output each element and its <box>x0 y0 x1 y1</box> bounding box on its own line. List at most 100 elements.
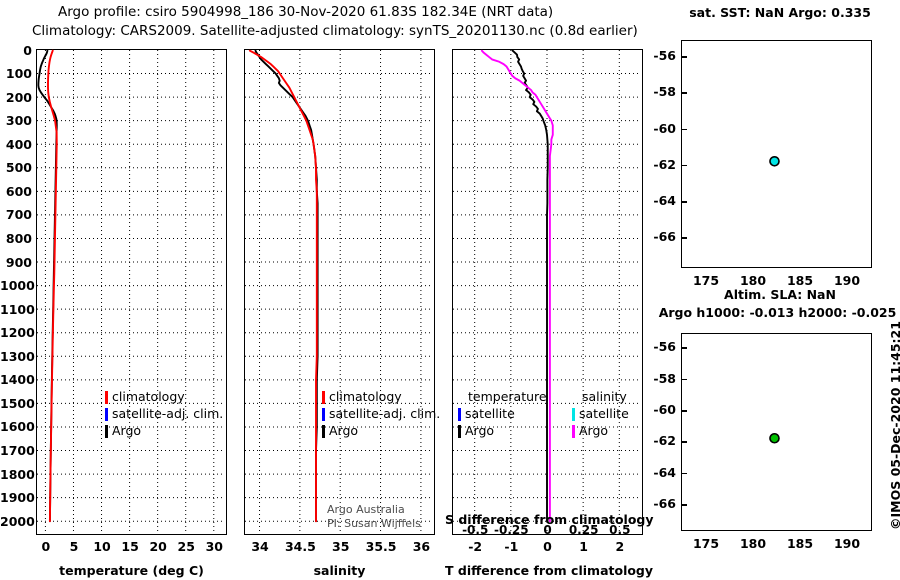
sla-map-ytick-2: -60 <box>653 401 676 417</box>
salinity-xtick-4: 36 <box>412 539 431 554</box>
temperature-legend-item-swatch-2 <box>105 425 108 438</box>
depth-tick-18: 1800 <box>0 466 35 482</box>
sst-map-ytickmark <box>681 237 687 240</box>
depth-tick-11: 1100 <box>0 301 35 317</box>
imos-watermark: ©IMOS 05-Dec-2020 11:45:21 <box>888 321 900 530</box>
sst-map-ytickmark <box>681 128 687 131</box>
sst-map-xtick-3: 190 <box>833 273 861 288</box>
depth-tick-4: 400 <box>5 136 32 152</box>
temperature-axis-label: temperature (deg C) <box>59 563 204 578</box>
sla-map-ytick-5: -66 <box>653 496 676 512</box>
salinity-axis-label: salinity <box>313 563 366 578</box>
plot-title-line2: Climatology: CARS2009. Satellite-adjuste… <box>32 23 638 39</box>
depth-tick-0: 0 <box>23 42 32 58</box>
sla-map-title: Altim. SLA: NaN <box>724 287 836 302</box>
temperature-xtick-5: 25 <box>177 539 195 554</box>
difference-salinity-tick-3: 0.25 <box>568 523 599 537</box>
credit-line1: Argo Australia <box>327 503 405 516</box>
difference-legend-swatch-1-0 <box>572 408 575 421</box>
difference-xtick-4: 2 <box>615 539 625 554</box>
temperature-legend-item-swatch-1 <box>105 408 108 421</box>
difference-bottom-axis-label: T difference from climatology <box>445 563 654 578</box>
sla-map-ytickmark <box>681 472 687 475</box>
sla-map-xtick-2: 185 <box>786 536 814 551</box>
difference-legend-label-0-0: satellite <box>465 406 515 421</box>
temperature-legend-item-label-0: climatology <box>112 389 185 404</box>
difference-legend-group-0: temperature <box>468 389 547 404</box>
difference-top-axis-label: S difference from climatology <box>445 512 654 527</box>
sla-map-ytickmark <box>681 347 687 349</box>
depth-tick-10: 1000 <box>0 278 35 294</box>
difference-legend-swatch-0-0 <box>458 408 461 421</box>
sst-map-ytick-3: -62 <box>653 156 676 172</box>
sla-map-ytick-4: -64 <box>653 464 676 480</box>
sst-map-xtick-2: 185 <box>786 273 814 288</box>
sla-map-ytickmark <box>681 504 687 506</box>
salinity-plot-area <box>245 49 433 533</box>
sla-map-ytick-3: -62 <box>653 433 676 449</box>
depth-tick-20: 2000 <box>0 513 35 529</box>
sla-map-ytickmark <box>681 441 687 444</box>
difference-salinity-tick-0: -0.5 <box>462 523 489 537</box>
depth-tick-3: 300 <box>5 113 32 129</box>
difference-legend-label-1-1: Argo <box>579 423 609 438</box>
difference-panel <box>452 49 643 535</box>
sla-map-ytickmark <box>681 378 687 381</box>
sla-map-xtick-1: 180 <box>739 536 767 551</box>
temperature-panel <box>36 49 227 535</box>
difference-plot-area <box>453 49 641 533</box>
depth-tick-12: 1200 <box>0 325 35 341</box>
temperature-xtick-0: 0 <box>41 539 51 554</box>
salinity-xtick-0: 34 <box>251 539 269 554</box>
sst-map-ytickmark <box>681 92 687 94</box>
sst-map-plot-area <box>769 156 780 167</box>
difference-xtick-0: -2 <box>468 539 483 554</box>
sst-map-ytick-5: -66 <box>653 229 676 245</box>
temperature-xtick-6: 30 <box>205 539 223 554</box>
difference-xtick-2: 0 <box>543 539 552 554</box>
salinity-legend-item-swatch-1 <box>322 408 325 421</box>
salinity-xtick-2: 35 <box>332 539 350 554</box>
temperature-xtick-2: 10 <box>93 539 111 554</box>
sst-map-ytick-4: -64 <box>653 193 676 209</box>
temperature-legend-item-swatch-0 <box>105 391 108 404</box>
credit-line2: PI: Susan Wijffels <box>327 517 421 530</box>
sla-map-ytick-0: -56 <box>653 339 676 355</box>
sst-map-ytick-0: -56 <box>653 48 676 64</box>
depth-tick-6: 600 <box>5 183 32 199</box>
depth-tick-14: 1400 <box>0 372 35 388</box>
sla-map-xtick-3: 190 <box>833 536 861 551</box>
difference-legend-group-1: salinity <box>582 389 627 404</box>
depth-tick-15: 1500 <box>0 395 35 411</box>
salinity-xtick-3: 35.5 <box>365 539 397 554</box>
depth-tick-16: 1600 <box>0 419 35 435</box>
salinity-xtick-1: 34.5 <box>284 539 316 554</box>
difference-legend-label-1-0: satellite <box>579 406 629 421</box>
sst-map-xtick-1: 180 <box>739 273 767 288</box>
temperature-plot-area <box>37 49 225 533</box>
salinity-legend-item-label-1: satellite-adj. clim. <box>329 406 441 421</box>
sst-map-ytick-1: -58 <box>653 84 676 100</box>
difference-legend-swatch-0-1 <box>458 425 461 438</box>
temperature-legend-item-label-2: Argo <box>112 423 142 438</box>
depth-tick-8: 800 <box>5 230 32 246</box>
sla-map-panel <box>681 333 872 531</box>
difference-legend-label-0-1: Argo <box>465 423 495 438</box>
salinity-panel <box>244 49 435 535</box>
difference-xtick-1: -1 <box>504 539 519 554</box>
difference-salinity-tick-4: 0.5 <box>609 523 631 537</box>
depth-tick-19: 1900 <box>0 490 35 506</box>
difference-xtick-3: 1 <box>579 539 588 554</box>
salinity-legend-item-swatch-0 <box>322 391 325 404</box>
temperature-legend-item-label-1: satellite-adj. clim. <box>112 406 224 421</box>
temperature-xtick-3: 15 <box>121 539 139 554</box>
temperature-xtick-4: 20 <box>149 539 167 554</box>
salinity-legend-item-label-0: climatology <box>329 389 402 404</box>
sla-map-xtick-0: 175 <box>692 536 720 551</box>
sla-map-subtitle: Argo h1000: -0.013 h2000: -0.025 <box>658 305 897 320</box>
depth-tick-1: 100 <box>5 66 32 82</box>
sla-map-ytick-1: -58 <box>653 370 676 386</box>
depth-tick-13: 1300 <box>0 348 35 364</box>
temperature-xtick-1: 5 <box>69 539 79 554</box>
sst-map-panel <box>681 40 872 268</box>
